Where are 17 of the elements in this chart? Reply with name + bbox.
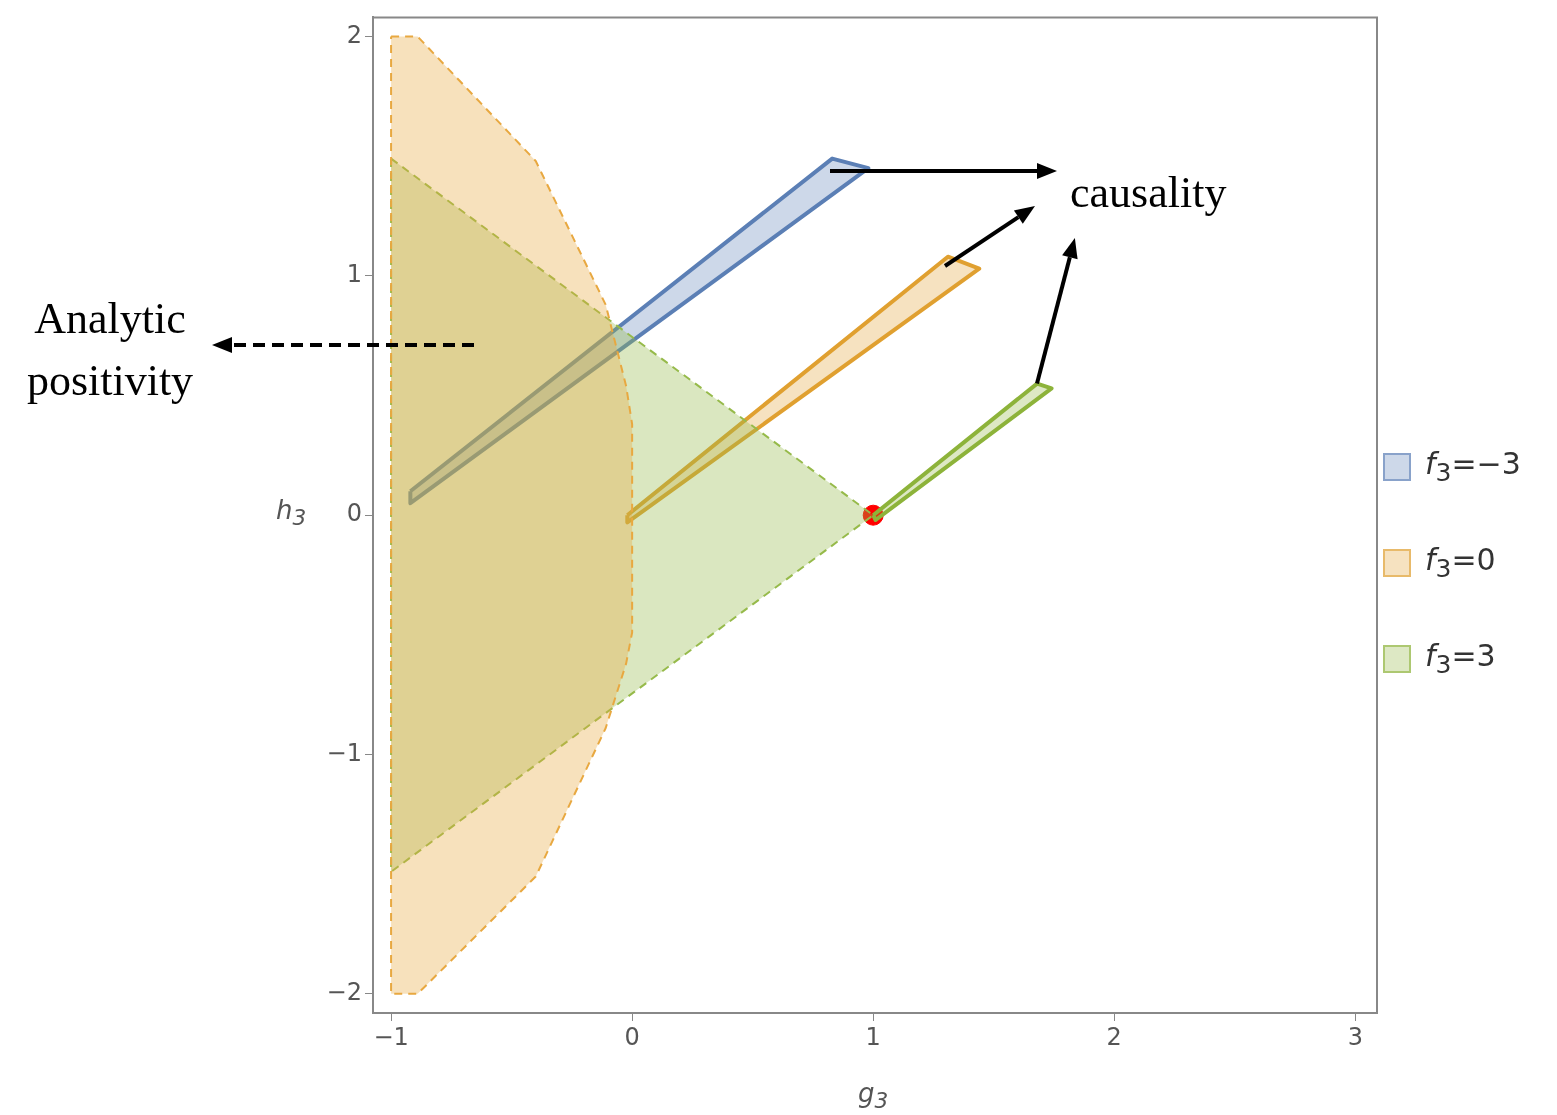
y-axis-title: h$_{3}$ bbox=[276, 495, 307, 531]
x-axis-title: g$_{3}$ bbox=[858, 1078, 889, 1114]
x-tick-label: −1 bbox=[373, 1022, 409, 1051]
legend-label: f$_{3}$=0 bbox=[1425, 542, 1496, 583]
x-tick-label: 3 bbox=[1347, 1022, 1363, 1051]
y-tick-label: −1 bbox=[326, 738, 362, 767]
y-tick-label: 1 bbox=[346, 260, 362, 289]
annotation: causality bbox=[1070, 167, 1227, 219]
x-tick-label: 2 bbox=[1106, 1022, 1122, 1051]
y-tick-label: −2 bbox=[326, 978, 362, 1007]
x-tick-label: 0 bbox=[624, 1022, 640, 1051]
y-tick-label: 0 bbox=[346, 499, 362, 528]
text: Analytic positivity bbox=[25, 293, 195, 407]
x-tick-label: 1 bbox=[865, 1022, 881, 1051]
legend-label: f$_{3}$=−3 bbox=[1425, 446, 1521, 487]
legend-label: f$_{3}$=3 bbox=[1425, 638, 1496, 679]
y-tick-label: 2 bbox=[346, 20, 362, 49]
